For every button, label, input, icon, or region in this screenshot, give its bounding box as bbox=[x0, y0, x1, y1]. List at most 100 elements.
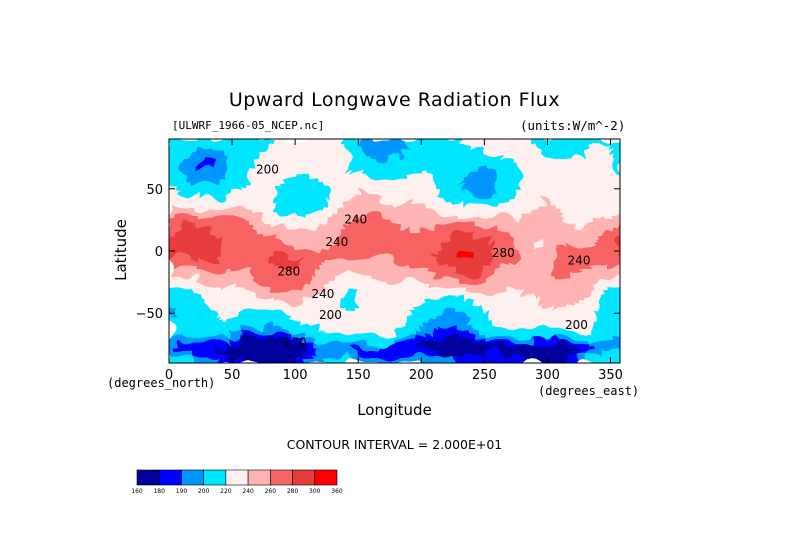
flux-cell bbox=[561, 253, 567, 260]
flux-cell bbox=[235, 348, 241, 354]
flux-cell bbox=[353, 308, 359, 314]
flux-cell bbox=[249, 168, 255, 175]
flux-cell bbox=[509, 168, 515, 175]
flux-cell bbox=[471, 208, 478, 215]
flux-cell bbox=[542, 243, 549, 250]
flux-cell bbox=[533, 348, 539, 354]
flux-cell bbox=[329, 148, 336, 155]
flux-cell bbox=[613, 298, 620, 304]
flux-cell bbox=[485, 183, 492, 190]
flux-cell bbox=[443, 203, 449, 210]
flux-cell bbox=[225, 328, 232, 334]
flux-cell bbox=[273, 228, 279, 235]
flux-cell bbox=[547, 258, 553, 265]
flux-cell bbox=[419, 183, 426, 190]
flux-cell bbox=[552, 293, 558, 299]
flux-cell bbox=[471, 203, 478, 210]
flux-cell bbox=[433, 288, 440, 294]
flux-cell bbox=[467, 253, 473, 260]
flux-cell bbox=[538, 243, 544, 250]
flux-cell bbox=[377, 253, 383, 260]
flux-cell bbox=[206, 288, 213, 294]
flux-cell bbox=[424, 158, 430, 165]
flux-cell bbox=[561, 218, 567, 225]
flux-cell bbox=[580, 178, 586, 185]
flux-cell bbox=[542, 158, 549, 165]
flux-cell bbox=[495, 263, 501, 270]
flux-cell bbox=[405, 198, 411, 205]
flux-cell bbox=[301, 263, 307, 270]
flux-cell bbox=[410, 318, 416, 324]
flux-cell bbox=[391, 283, 397, 289]
flux-cell bbox=[206, 218, 213, 225]
flux-cell bbox=[438, 223, 444, 230]
flux-cell bbox=[448, 143, 454, 150]
flux-cell bbox=[178, 353, 184, 359]
flux-cell bbox=[571, 298, 577, 304]
flux-cell bbox=[320, 298, 326, 304]
flux-cell bbox=[476, 343, 482, 349]
flux-cell bbox=[230, 193, 236, 200]
flux-cell bbox=[490, 243, 497, 250]
flux-cell bbox=[585, 213, 591, 220]
flux-cell bbox=[462, 333, 468, 339]
flux-cell bbox=[400, 238, 407, 245]
flux-cell bbox=[552, 258, 558, 265]
flux-cell bbox=[476, 358, 482, 363]
flux-cell bbox=[339, 333, 345, 339]
flux-cell bbox=[353, 333, 359, 339]
flux-cell bbox=[178, 158, 184, 165]
flux-cell bbox=[254, 208, 260, 215]
flux-cell bbox=[467, 353, 473, 359]
flux-cell bbox=[552, 193, 558, 200]
flux-cell bbox=[344, 198, 350, 205]
flux-cell bbox=[533, 173, 539, 180]
flux-cell bbox=[221, 153, 227, 160]
flux-cell bbox=[221, 223, 227, 230]
flux-cell bbox=[292, 168, 298, 175]
flux-cell bbox=[301, 313, 307, 319]
flux-cell bbox=[580, 283, 586, 289]
flux-cell bbox=[471, 263, 478, 270]
flux-cell bbox=[306, 193, 312, 200]
flux-cell bbox=[258, 143, 265, 150]
flux-cell bbox=[169, 288, 175, 294]
flux-cell bbox=[358, 248, 364, 255]
flux-cell bbox=[381, 298, 388, 304]
flux-cell bbox=[509, 263, 515, 270]
flux-cell bbox=[381, 238, 388, 245]
flux-cell bbox=[169, 208, 175, 215]
flux-cell bbox=[485, 318, 492, 324]
flux-cell bbox=[187, 178, 194, 185]
flux-cell bbox=[500, 298, 506, 304]
flux-cell bbox=[362, 158, 369, 165]
flux-cell bbox=[448, 158, 454, 165]
flux-cell bbox=[206, 248, 213, 255]
flux-cell bbox=[415, 293, 421, 299]
flux-cell bbox=[462, 218, 468, 225]
flux-cell bbox=[566, 183, 572, 190]
flux-cell bbox=[187, 348, 194, 354]
flux-cell bbox=[405, 168, 411, 175]
flux-cell bbox=[244, 233, 251, 240]
flux-cell bbox=[438, 168, 444, 175]
flux-cell bbox=[424, 203, 430, 210]
flux-cell bbox=[405, 253, 411, 260]
flux-cell bbox=[348, 258, 355, 265]
flux-cell bbox=[377, 228, 383, 235]
flux-cell bbox=[258, 163, 265, 170]
flux-cell bbox=[258, 273, 265, 279]
flux-cell bbox=[542, 353, 549, 359]
flux-cell bbox=[334, 283, 340, 289]
flux-cell bbox=[490, 143, 497, 150]
flux-cell bbox=[225, 228, 232, 235]
flux-cell bbox=[192, 173, 198, 180]
flux-cell bbox=[211, 208, 217, 215]
flux-cell bbox=[306, 153, 312, 160]
flux-cell bbox=[334, 139, 340, 145]
flux-cell bbox=[481, 298, 487, 304]
flux-cell bbox=[585, 293, 591, 299]
flux-cell bbox=[438, 253, 444, 260]
flux-cell bbox=[608, 243, 615, 250]
flux-cell bbox=[221, 248, 227, 255]
